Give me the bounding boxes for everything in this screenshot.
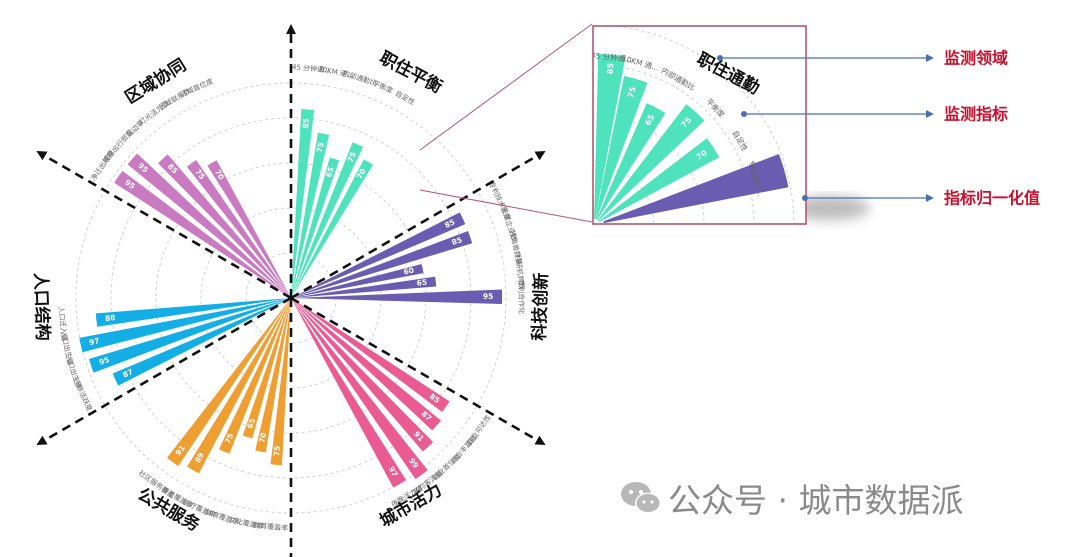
bar: [186, 159, 289, 295]
zoom-connector-line: [419, 23, 593, 151]
divider-arrow: [36, 296, 292, 446]
bar: [293, 301, 428, 480]
inset-bar: [595, 75, 648, 220]
bar-value-label: 85: [443, 217, 456, 230]
callout-label: 监测指标: [944, 105, 1008, 124]
indicator-label: 45 分钟通...: [292, 62, 331, 74]
indicator-label: 平衡度: [372, 78, 395, 95]
inset-border: [592, 25, 807, 225]
bar-value-label: 70: [257, 432, 268, 444]
bar: [255, 301, 291, 453]
zoom-connector-line: [419, 189, 593, 223]
bar-value-label: 88: [105, 313, 116, 323]
bar: [187, 301, 290, 474]
indicator-label: 教育覆盖率: [253, 521, 289, 533]
bar-value-label: 65: [324, 166, 336, 179]
domain-label: 人口结构: [30, 272, 53, 341]
inset-shadow: [790, 196, 870, 220]
divider-arrow: [36, 150, 292, 300]
bar-value-label: 65: [245, 417, 257, 430]
bar-value-label: 97: [88, 336, 100, 347]
bar-value-label: 85: [301, 118, 311, 129]
bar: [294, 289, 503, 305]
watermark: 公众号 · 城市数据派: [621, 481, 963, 520]
bar: [294, 300, 450, 413]
bar: [127, 153, 289, 296]
callout-label: 监测领域: [944, 49, 1008, 68]
bar: [291, 108, 315, 295]
inset-bar: [603, 154, 789, 223]
bar: [166, 301, 289, 467]
inset-bar-value: 75: [626, 85, 638, 99]
inset-indicator-label: 45 分钟通...: [590, 50, 632, 64]
indicator-label: 自足性: [394, 89, 417, 107]
domain-label: 科技创新: [529, 272, 552, 341]
bar: [292, 301, 407, 488]
bar-value-label: 85: [450, 235, 463, 247]
divider-arrow: [290, 296, 546, 446]
bar: [292, 142, 364, 295]
bar: [242, 301, 290, 439]
bar: [293, 300, 434, 452]
bar: [291, 132, 330, 295]
indicator-label: 科研机构数: [514, 254, 527, 290]
bar-value-label: 87: [121, 367, 134, 380]
bar: [294, 264, 424, 298]
watermark-text: 公众号 · 城市数据派: [668, 481, 963, 520]
bar: [207, 160, 290, 295]
domain-group: 75教育覆盖率70文化覆盖率65体育覆盖率75医疗覆盖率89养老覆盖率91社区服…: [137, 301, 291, 533]
inset-bar: [598, 138, 720, 223]
bar: [79, 298, 288, 353]
divider-axes: [36, 24, 546, 557]
bar-value-label: 75: [315, 141, 326, 153]
indicator-label: 专利合作化: [517, 279, 526, 314]
bar: [112, 299, 288, 386]
indicator-label: 区域首位度: [179, 76, 215, 99]
bar: [218, 301, 290, 454]
inset-bar: [597, 104, 705, 221]
bar-value-label: 95: [483, 292, 493, 301]
divider-arrow: [290, 150, 546, 300]
bar: [294, 230, 473, 297]
bar-value-label: 75: [272, 445, 282, 456]
domain-label: 城市活力: [376, 479, 445, 531]
bar-value-label: 75: [223, 432, 235, 445]
bar-value-label: 65: [416, 278, 427, 288]
inset-bar-value: 85: [605, 62, 615, 74]
bar: [292, 159, 374, 295]
bar: [270, 301, 291, 466]
bar-value-label: 95: [98, 355, 111, 367]
bar: [95, 298, 288, 327]
inset-bar: [596, 103, 666, 220]
bar: [158, 154, 289, 296]
wechat-icon: [621, 482, 661, 514]
bar: [294, 212, 466, 297]
bar: [292, 157, 340, 295]
bar-value-label: 60: [403, 266, 415, 277]
bar: [294, 276, 437, 298]
inset-bar: [594, 53, 626, 220]
indicator-label: 人口迁入量: [57, 306, 70, 342]
callout-anchor-dot: [717, 55, 723, 61]
bar: [114, 170, 288, 296]
callout-label: 指标归一化值: [944, 189, 1040, 208]
callout-anchor-dot: [802, 195, 808, 201]
bar: [88, 299, 288, 373]
bar-value-label: 89: [193, 451, 206, 465]
bar: [293, 300, 441, 431]
callout-anchor-dot: [741, 111, 747, 117]
bar-value-label: 70: [355, 167, 368, 181]
bar-value-label: 75: [346, 150, 358, 163]
